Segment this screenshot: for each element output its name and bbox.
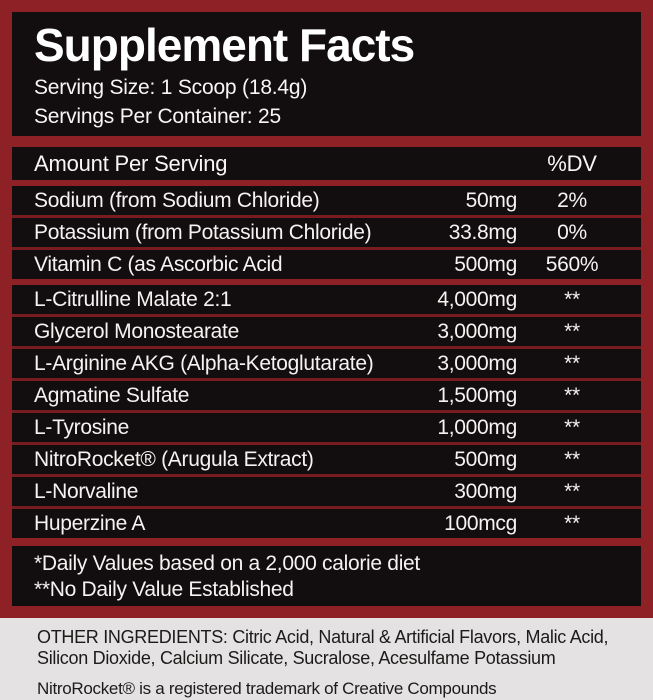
ingredient-dv: ** xyxy=(564,351,580,375)
ingredient-amount: 4,000mg xyxy=(437,287,517,311)
table-row: NitroRocket® (Arugula Extract) 500mg ** xyxy=(12,445,641,474)
table-header-row: Amount Per Serving %DV xyxy=(12,147,641,180)
ingredient-name: Sodium (from Sodium Chloride) xyxy=(34,188,320,212)
row-divider xyxy=(12,410,641,413)
thick-divider xyxy=(12,136,641,147)
serving-size: Serving Size: 1 Scoop (18.4g) xyxy=(34,76,308,99)
row-divider xyxy=(12,506,641,509)
ingredient-name: Agmatine Sulfate xyxy=(34,383,190,407)
ingredient-amount: 500mg xyxy=(454,447,517,471)
ingredient-amount: 3,000mg xyxy=(437,319,517,343)
daily-value-footnote: *Daily Values based on a 2,000 calorie d… xyxy=(34,552,420,575)
ingredient-amount: 300mg xyxy=(454,479,517,503)
table-row: Vitamin C (as Ascorbic Acid 500mg 560% xyxy=(12,250,641,279)
thick-divider xyxy=(12,180,641,186)
table-row: L-Citrulline Malate 2:1 4,000mg ** xyxy=(12,285,641,314)
ingredient-amount: 33.8mg xyxy=(448,220,518,244)
thick-divider xyxy=(12,538,641,546)
amount-per-serving-header: Amount Per Serving xyxy=(34,150,228,176)
footnotes: *Daily Values based on a 2,000 calorie d… xyxy=(12,546,641,606)
ingredient-dv: ** xyxy=(564,511,580,535)
ingredient-name: L-Citrulline Malate 2:1 xyxy=(34,287,232,311)
row-divider xyxy=(12,314,641,317)
ingredient-name: L-Arginine AKG (Alpha-Ketoglutarate) xyxy=(34,351,374,375)
panel-header: Supplement Facts Serving Size: 1 Scoop (… xyxy=(12,12,641,136)
dv-header: %DV xyxy=(547,150,597,176)
table-row: Glycerol Monostearate 3,000mg ** xyxy=(12,317,641,346)
ingredient-dv: 560% xyxy=(545,252,599,276)
table-row: Sodium (from Sodium Chloride) 50mg 2% xyxy=(12,186,641,215)
ingredient-name: Vitamin C (as Ascorbic Acid xyxy=(34,252,283,276)
ingredient-dv: ** xyxy=(564,415,580,439)
row-divider xyxy=(12,474,641,477)
table-row: Agmatine Sulfate 1,500mg ** xyxy=(12,381,641,410)
ingredient-amount: 1,500mg xyxy=(437,383,517,407)
table-row: L-Tyrosine 1,000mg ** xyxy=(12,413,641,442)
ingredient-amount: 3,000mg xyxy=(437,351,517,375)
servings-per-container: Servings Per Container: 25 xyxy=(34,105,281,128)
ingredient-amount: 500mg xyxy=(454,252,517,276)
ingredient-name: Glycerol Monostearate xyxy=(34,319,239,343)
row-divider xyxy=(12,346,641,349)
ingredient-amount: 50mg xyxy=(465,188,518,212)
trademark-notice: NitroRocket® is a registered trademark o… xyxy=(37,679,497,698)
other-ingredients-section: OTHER INGREDIENTS: Citric Acid, Natural … xyxy=(0,618,653,700)
table-row: L-Norvaline 300mg ** xyxy=(12,477,641,506)
ingredient-name: NitroRocket® (Arugula Extract) xyxy=(34,447,314,471)
table-row: L-Arginine AKG (Alpha-Ketoglutarate) 3,00… xyxy=(12,349,641,378)
ingredient-dv: ** xyxy=(564,319,580,343)
supplement-facts-panel: Supplement Facts Serving Size: 1 Scoop (… xyxy=(0,0,653,618)
section-divider xyxy=(12,279,641,285)
ingredient-name: L-Norvaline xyxy=(34,479,139,503)
ingredient-dv: ** xyxy=(564,479,580,503)
table-row: Potassium (from Potassium Chloride) 33.8m… xyxy=(12,218,641,247)
ingredient-dv: 0% xyxy=(557,220,587,244)
row-divider xyxy=(12,247,641,250)
ingredient-name: Potassium (from Potassium Chloride) xyxy=(34,220,372,244)
ingredient-dv: 2% xyxy=(557,188,587,212)
ingredient-dv: ** xyxy=(564,447,580,471)
table-row: Huperzine A 100mcg ** xyxy=(12,509,641,538)
panel-title: Supplement Facts xyxy=(34,19,415,71)
row-divider xyxy=(12,378,641,381)
ingredient-name: L-Tyrosine xyxy=(34,415,130,439)
ingredient-dv: ** xyxy=(564,383,580,407)
ingredient-amount: 100mcg xyxy=(444,511,517,535)
row-divider xyxy=(12,215,641,218)
facts-rows: Sodium (from Sodium Chloride) 50mg 2% Potas… xyxy=(12,186,641,538)
no-dv-footnote: **No Daily Value Established xyxy=(34,578,294,601)
ingredient-name: Huperzine A xyxy=(34,511,146,535)
ingredient-dv: ** xyxy=(564,287,580,311)
other-ingredients-line1: OTHER INGREDIENTS: Citric Acid, Natural … xyxy=(37,627,609,647)
other-ingredients-line2: Silicon Dioxide, Calcium Silicate, Sucra… xyxy=(37,648,556,668)
row-divider xyxy=(12,442,641,445)
ingredient-amount: 1,000mg xyxy=(437,415,517,439)
